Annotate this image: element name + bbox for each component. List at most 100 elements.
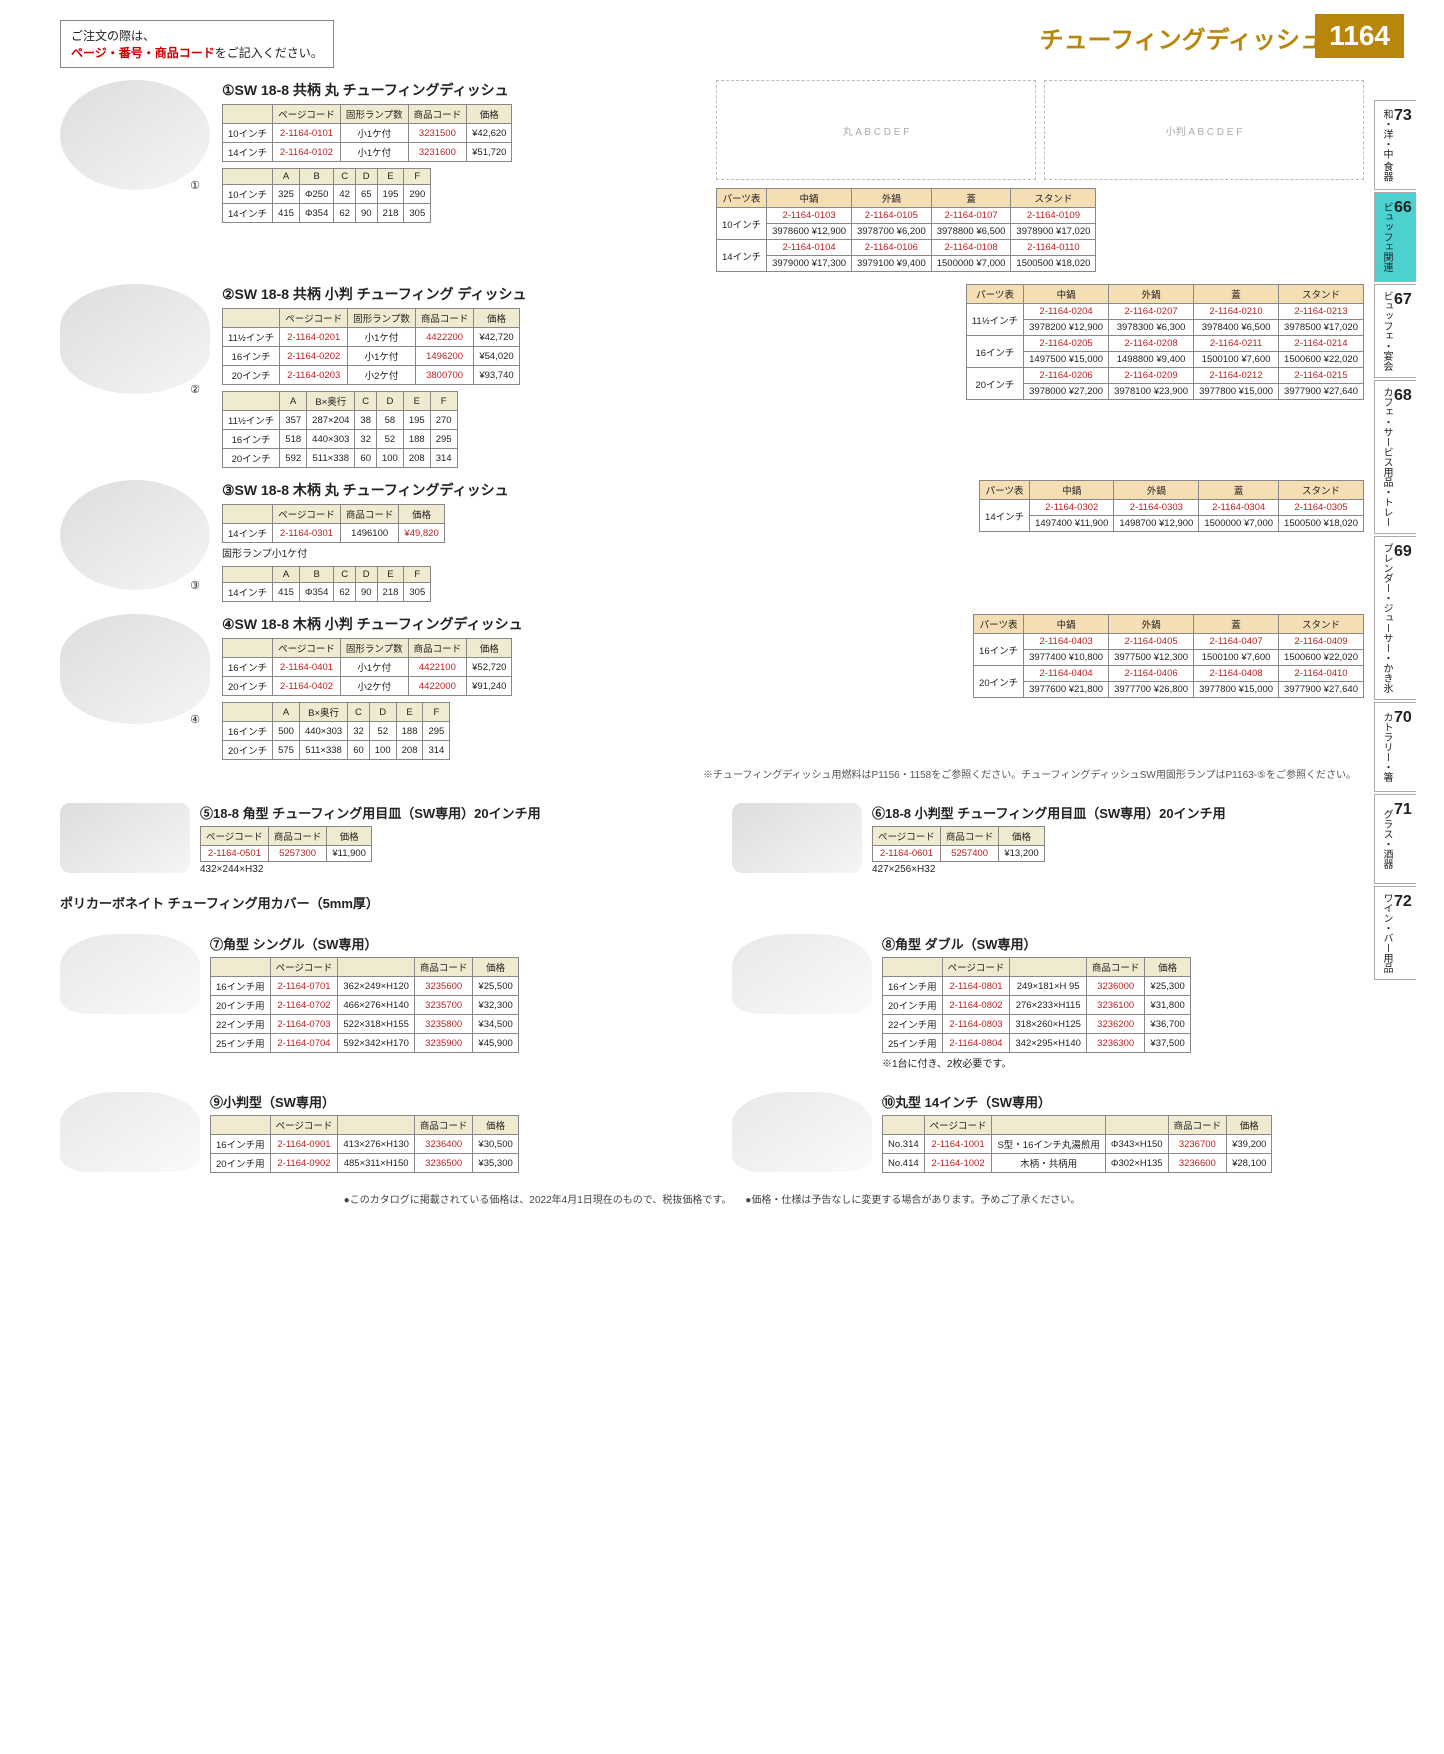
table-cell: 62 — [334, 583, 356, 602]
table-cell: S型・16インチ丸湯煎用 — [992, 1135, 1105, 1154]
side-tab-70[interactable]: 70カトラリー・箸 — [1374, 702, 1416, 792]
plate-block: ⑤18-8 角型 チューフィング用目皿（SW専用）20インチ用ページコード商品コ… — [60, 803, 692, 875]
table-cell: 58 — [376, 411, 403, 430]
table-cell: ¥13,200 — [999, 846, 1044, 862]
side-tab-73[interactable]: 73和・洋・中 食器 — [1374, 100, 1416, 190]
table-cell: 65 — [355, 185, 377, 204]
table-cell: 14インチ — [223, 524, 273, 543]
table-row: 20インチ2-1164-0402小2ケ付4422000¥91,240 — [223, 677, 512, 696]
code-price-cell: 3978600 ¥12,900 — [767, 224, 852, 240]
code-price-cell: 3977900 ¥27,640 — [1279, 384, 1364, 400]
table-row: 10インチ2-1164-01032-1164-01052-1164-01072-… — [717, 208, 1096, 224]
cover-image — [732, 934, 872, 1014]
table-cell: 2-1164-0203 — [280, 366, 348, 385]
side-tab-72[interactable]: 72ワイン・バー用品 — [1374, 886, 1416, 980]
cover-block: ⑦角型 シングル（SW専用）ページコード商品コード価格16インチ用2-1164-… — [60, 934, 692, 1070]
table-row: 10インチ325Φ2504265195290 — [223, 185, 431, 204]
table-cell: 3235700 — [414, 996, 473, 1015]
table-header: 外鍋 — [1109, 615, 1194, 634]
cover-heading: ポリカーボネイト チューフィング用カバー（5mm厚） — [60, 893, 1364, 912]
code-price-cell: 3978500 ¥17,020 — [1279, 320, 1364, 336]
code-price-cell: 1497500 ¥15,000 — [1024, 352, 1109, 368]
side-tab-67[interactable]: 67ビュッフェ・宴会 — [1374, 284, 1416, 378]
table-cell: 20インチ — [223, 449, 280, 468]
page-code-cell: 2-1164-0212 — [1194, 368, 1279, 384]
table-header: A — [273, 567, 300, 583]
side-tab-71[interactable]: 71グラス・酒器 — [1374, 794, 1416, 884]
table-header: F — [423, 703, 450, 722]
table-cell: 208 — [403, 449, 430, 468]
table-header: 商品コード — [268, 827, 327, 846]
table-row: 16インチ2-1164-04032-1164-04052-1164-04072-… — [974, 634, 1364, 650]
code-price-cell: 3977700 ¥26,800 — [1109, 682, 1194, 698]
data-table: ページコード固形ランプ数商品コード価格16インチ2-1164-0401小1ケ付4… — [222, 638, 512, 696]
table-cell: 466×276×H140 — [338, 996, 415, 1015]
table-header: A — [273, 703, 300, 722]
table-cell: 20インチ — [223, 677, 273, 696]
table-row: 16インチ用2-1164-0801249×181×H 953236000¥25,… — [883, 977, 1191, 996]
table-row: 3977400 ¥10,8003977500 ¥12,3001500100 ¥7… — [974, 650, 1364, 666]
parts-block: パーツ表中鍋外鍋蓋スタンド16インチ2-1164-04032-1164-0405… — [973, 614, 1364, 698]
code-price-cell: 1498800 ¥9,400 — [1109, 352, 1194, 368]
side-tab-66[interactable]: 66ビュッフェ関連 — [1374, 192, 1416, 282]
table-cell: ¥45,900 — [473, 1034, 518, 1053]
table-cell: 3236700 — [1168, 1135, 1227, 1154]
table-cell: 415 — [273, 583, 300, 602]
table-header: 価格 — [1145, 958, 1190, 977]
page-number: 1164 — [1315, 14, 1404, 58]
table-header: B — [299, 567, 333, 583]
table-header: F — [430, 392, 457, 411]
table-cell: No.314 — [883, 1135, 925, 1154]
table-row: 11½インチ2-1164-02042-1164-02072-1164-02102… — [966, 304, 1363, 320]
table-cell: 90 — [355, 583, 377, 602]
code-price-cell: 3978100 ¥23,900 — [1109, 384, 1194, 400]
table-cell: 20インチ — [223, 741, 273, 760]
page-code-cell: 2-1164-0108 — [931, 240, 1011, 256]
table-header — [992, 1116, 1105, 1135]
data-table: AB×奥行CDEF16インチ500440×303325218829520インチ5… — [222, 702, 450, 760]
table-cell: 3235800 — [414, 1015, 473, 1034]
table-cell: ¥54,020 — [474, 347, 519, 366]
table-header: 商品コード — [414, 1116, 473, 1135]
tab-number: 68 — [1394, 387, 1412, 405]
table-cell: 511×338 — [307, 449, 355, 468]
table-header — [223, 703, 273, 722]
table-header: 価格 — [1227, 1116, 1272, 1135]
table-row: 22インチ用2-1164-0703522×318×H1553235800¥34,… — [211, 1015, 519, 1034]
plate-image — [732, 803, 862, 873]
table-cell: 3236300 — [1086, 1034, 1145, 1053]
table-header: 商品コード — [340, 505, 399, 524]
footer-right: ●価格・仕様は予告なしに変更する場合があります。予めご了承ください。 — [745, 1195, 1080, 1206]
table-header: 商品コード — [415, 309, 474, 328]
table-header: 中鍋 — [1030, 481, 1114, 500]
table-cell: 14インチ — [223, 143, 273, 162]
table-cell: 小1ケ付 — [340, 143, 408, 162]
table-cell: Φ354 — [299, 583, 333, 602]
table-cell: 592×342×H170 — [338, 1034, 415, 1053]
category-title: チューフィングディッシュ — [1040, 20, 1324, 55]
table-header: 外鍋 — [852, 189, 932, 208]
code-price-cell: 3978300 ¥6,300 — [1109, 320, 1194, 336]
table-cell: 60 — [348, 741, 370, 760]
table-row: 3977600 ¥21,8003977700 ¥26,8003977800 ¥1… — [974, 682, 1364, 698]
table-cell: 2-1164-0501 — [201, 846, 269, 862]
parts-block: パーツ表中鍋外鍋蓋スタンド14インチ2-1164-03022-1164-0303… — [979, 480, 1364, 532]
table-row: 20インチ2-1164-0203小2ケ付3800700¥93,740 — [223, 366, 520, 385]
table-cell: 511×338 — [299, 741, 347, 760]
side-tab-68[interactable]: 68カフェ・サービス用品・トレー — [1374, 380, 1416, 534]
code-price-cell: 1500600 ¥22,020 — [1279, 650, 1364, 666]
table-cell: 2-1164-0803 — [942, 1015, 1010, 1034]
table-cell: ¥36,700 — [1145, 1015, 1190, 1034]
side-tab-69[interactable]: 69ブレンダー・ジューサー・かき氷 — [1374, 536, 1416, 700]
table-cell: Φ250 — [299, 185, 333, 204]
table-cell: 16インチ用 — [211, 977, 271, 996]
table-cell: 4422100 — [408, 658, 467, 677]
code-price-cell: 3978000 ¥27,200 — [1024, 384, 1109, 400]
code-price-cell: 1500100 ¥7,600 — [1194, 650, 1279, 666]
table-cell: 2-1164-0701 — [270, 977, 338, 996]
table-cell: 325 — [273, 185, 300, 204]
table-header: B×奥行 — [299, 703, 347, 722]
table-cell: 小2ケ付 — [348, 366, 416, 385]
table-header: 中鍋 — [1024, 615, 1109, 634]
table-cell: 357 — [280, 411, 307, 430]
